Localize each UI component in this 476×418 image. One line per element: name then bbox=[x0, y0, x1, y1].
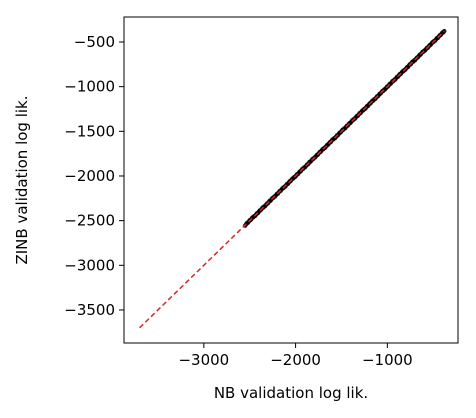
reference-line-y-equals-x bbox=[139, 30, 445, 329]
x-axis-label: NB validation log lik. bbox=[214, 384, 368, 402]
y-tick-label: −2500 bbox=[64, 212, 115, 230]
y-tick-label: −2000 bbox=[64, 167, 115, 185]
x-axis-ticks: −3000 −2000 −1000 bbox=[178, 343, 413, 369]
y-tick-label: −3000 bbox=[64, 256, 115, 274]
y-tick-label: −1000 bbox=[64, 78, 115, 96]
x-tick-label: −1000 bbox=[362, 351, 413, 369]
x-tick-label: −2000 bbox=[270, 351, 321, 369]
y-axis-ticks: −3500 −3000 −2500 −2000 −1500 −1000 −500 bbox=[64, 33, 124, 319]
y-tick-label: −1500 bbox=[64, 122, 115, 140]
y-axis-label: ZINB validation log lik. bbox=[13, 95, 31, 264]
plot-frame bbox=[123, 16, 459, 344]
y-tick-label: −3500 bbox=[64, 301, 115, 319]
x-tick-label: −3000 bbox=[178, 351, 229, 369]
scatter-point bbox=[442, 28, 447, 34]
y-tick-label: −500 bbox=[74, 33, 115, 51]
